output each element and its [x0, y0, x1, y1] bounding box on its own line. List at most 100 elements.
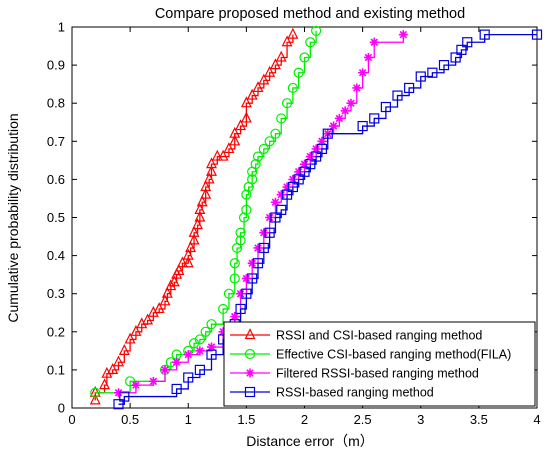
data-point	[229, 258, 240, 269]
x-tick-label: 0.5	[121, 412, 139, 427]
y-axis-label: Cumulative probability distribution	[5, 113, 21, 322]
data-point	[311, 151, 322, 162]
data-point	[462, 37, 473, 48]
data-point	[130, 324, 142, 336]
series-line	[118, 33, 537, 405]
data-point	[240, 111, 252, 123]
data-point	[229, 134, 241, 146]
data-point	[192, 218, 204, 230]
legend-entry: Filtered RSSI-based ranging method	[276, 367, 479, 381]
legend-marker	[244, 328, 256, 340]
data-point	[241, 189, 252, 200]
data-point	[258, 73, 270, 85]
data-point	[300, 159, 309, 169]
data-point	[217, 149, 229, 161]
data-point	[195, 346, 205, 356]
plot-area: 0 0.5 1 1.5 2 2.5 3 3.5 4 0 0.1 0.2 0.3 0.4 0.5 0.6 0.7 0…	[47, 20, 543, 427]
y-tick-label: 0.8	[47, 96, 65, 111]
x-tick-label: 0	[68, 412, 75, 427]
data-point	[142, 313, 154, 325]
data-point	[161, 286, 173, 298]
data-point	[358, 68, 368, 78]
legend-marker	[244, 348, 256, 360]
x-axis-label: Distance error（m）	[246, 433, 374, 449]
data-point	[276, 190, 286, 200]
chart-title: Compare proposed method and existing met…	[155, 6, 465, 22]
data-point	[299, 52, 310, 63]
data-point	[305, 152, 315, 162]
data-point	[404, 82, 415, 94]
data-point	[317, 136, 327, 146]
data-point	[188, 233, 200, 245]
data-point	[265, 213, 275, 222]
data-point	[270, 128, 281, 139]
data-point	[253, 243, 263, 253]
data-point	[316, 143, 328, 155]
data-point	[89, 393, 101, 405]
legend-entry: Effective CSI-based ranging method(FILA)	[276, 348, 511, 362]
data-point	[252, 151, 264, 162]
data-point	[107, 363, 119, 374]
data-point	[194, 334, 205, 345]
data-point	[305, 159, 316, 170]
data-point	[247, 258, 257, 268]
series-3	[113, 29, 543, 410]
data-point	[206, 349, 217, 360]
y-tick-label: 0.6	[47, 172, 65, 187]
data-point	[200, 187, 212, 199]
data-point	[206, 319, 217, 330]
data-point	[200, 180, 212, 192]
data-point	[171, 383, 182, 395]
data-point	[311, 25, 322, 36]
data-point	[264, 227, 275, 238]
y-tick-label: 0.9	[47, 58, 65, 73]
data-point	[252, 81, 264, 93]
legend: RSSI and CSI-based ranging method Effecti…	[223, 321, 536, 407]
data-point	[89, 385, 101, 397]
data-point	[235, 119, 247, 131]
x-tick-label: 1.5	[237, 412, 255, 427]
data-point	[531, 29, 543, 40]
series-line	[94, 34, 294, 401]
data-point	[281, 189, 293, 200]
data-point	[165, 279, 177, 291]
data-point	[194, 364, 205, 375]
data-point	[125, 376, 136, 387]
data-point	[235, 235, 246, 246]
data-point	[282, 182, 292, 192]
legend-marker	[244, 386, 256, 398]
data-point	[334, 113, 344, 123]
data-point	[250, 159, 261, 170]
data-point	[369, 113, 380, 124]
data-point	[240, 96, 252, 108]
y-tick-label: 0	[58, 401, 65, 416]
data-point	[398, 30, 408, 40]
data-point	[363, 52, 373, 62]
series-line	[95, 30, 317, 394]
y-tick-label: 0.7	[47, 134, 65, 149]
data-point	[159, 294, 171, 306]
data-point	[299, 166, 310, 177]
data-point	[322, 128, 333, 139]
x-tick-label: 2	[301, 412, 308, 427]
data-point	[264, 65, 276, 77]
data-point	[479, 29, 490, 40]
data-point	[275, 50, 287, 62]
data-point	[194, 203, 206, 214]
data-point	[182, 248, 194, 260]
data-point	[270, 197, 280, 207]
data-point	[438, 59, 450, 71]
data-point	[168, 275, 180, 287]
data-point	[235, 303, 246, 315]
data-point	[247, 174, 258, 185]
data-point	[113, 355, 124, 367]
y-tick-label: 0.3	[47, 286, 65, 301]
data-point	[264, 136, 275, 147]
data-point	[236, 289, 246, 299]
x-tick-label: 4	[533, 412, 540, 427]
data-point	[352, 83, 362, 93]
data-point	[258, 143, 269, 155]
legend-entry: RSSI and CSI-based ranging method	[276, 329, 482, 343]
data-point	[258, 242, 269, 254]
